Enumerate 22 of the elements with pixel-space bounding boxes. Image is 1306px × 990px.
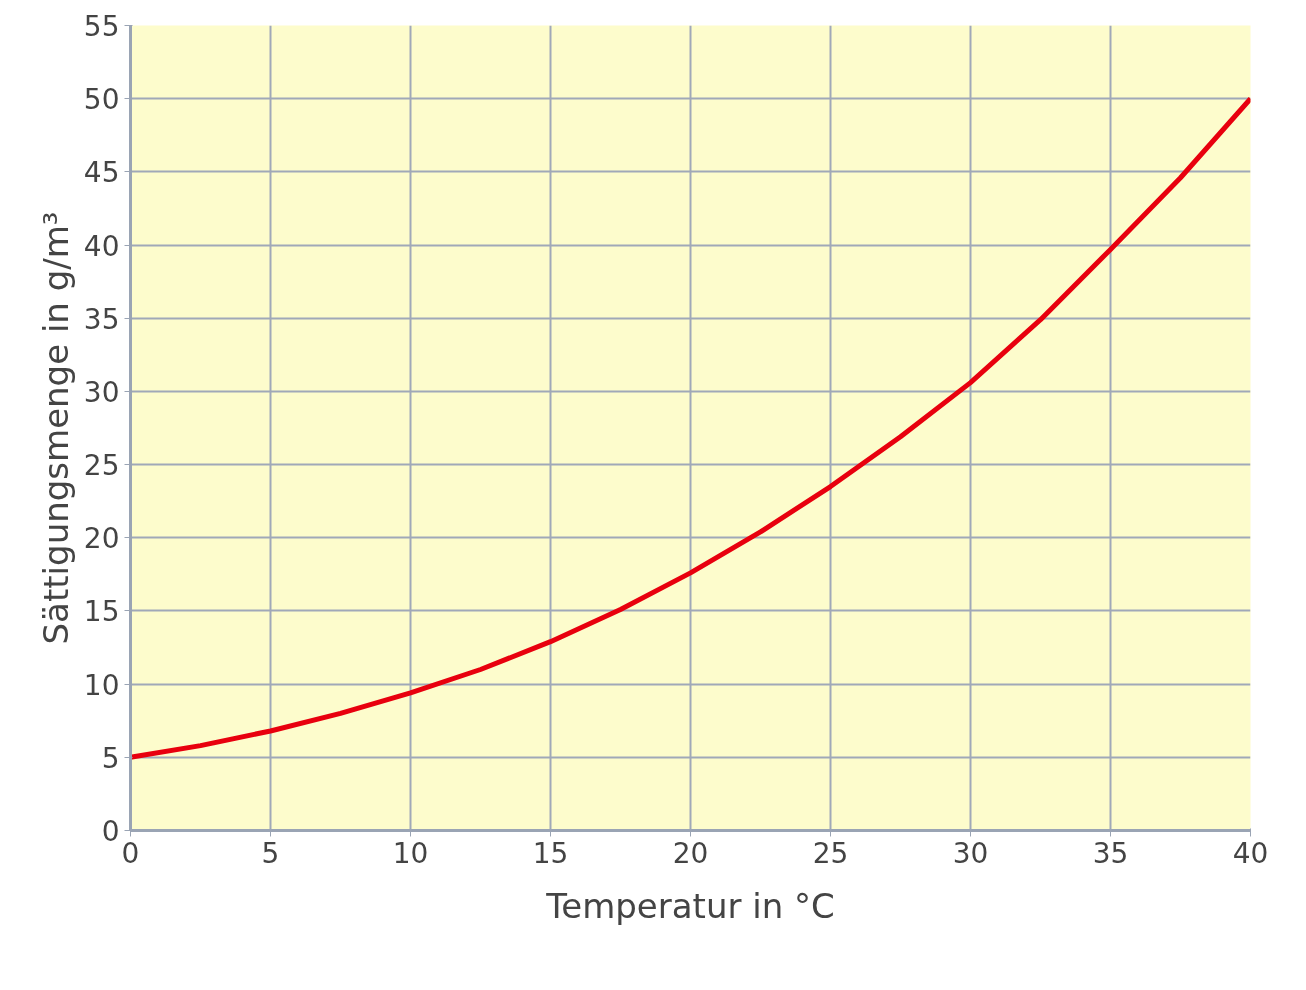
y-axis-title: Sättigungsmenge in g/m³ [35,211,76,645]
y-tick-label: 50 [83,83,120,117]
y-tick-label: 30 [83,375,120,409]
x-tick-label: 30 [952,836,989,870]
y-tick-label: 15 [83,595,120,629]
x-tick-label: 35 [1092,836,1129,870]
x-tick-label: 15 [532,836,569,870]
x-tick-label: 20 [672,836,709,870]
x-tick-label: 40 [1232,836,1269,870]
y-tick-label: 0 [101,815,120,848]
x-tick-label: 10 [392,836,429,870]
y-tick-label: 35 [83,302,120,336]
y-tick-label: 10 [83,668,120,702]
y-tick-label: 40 [83,229,120,263]
x-tick-label: 5 [261,836,280,870]
y-tick-label: 55 [83,10,120,43]
y-tick-label: 20 [83,522,120,556]
y-tick-label: 45 [83,156,120,190]
x-axis-title: Temperatur in °C [545,885,835,926]
x-tick-label: 25 [812,836,849,870]
y-tick-label: 5 [101,741,120,775]
y-tick-label: 25 [83,449,120,483]
